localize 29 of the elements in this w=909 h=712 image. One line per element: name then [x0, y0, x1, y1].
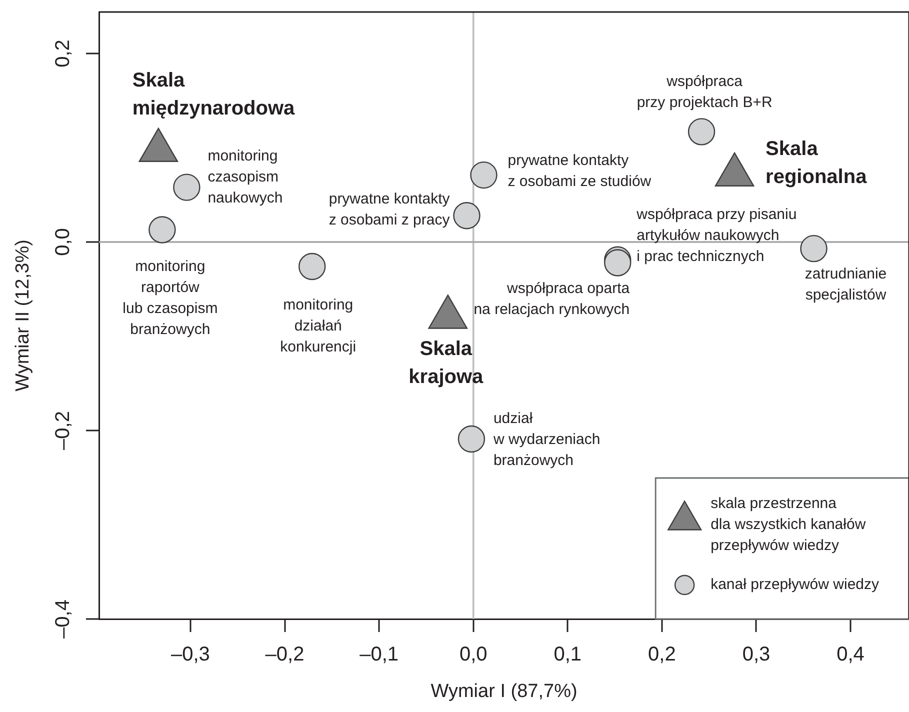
legend-label: kanał przepływów wiedzy — [710, 576, 880, 594]
y-tick-label: –0,2 — [52, 411, 74, 450]
y-tick-label: 0,2 — [52, 40, 74, 68]
annotation: monitoring czasopism naukowych — [208, 147, 283, 206]
x-tick-label: 0,3 — [742, 644, 770, 666]
annotation: zatrudnianie specjalistów — [804, 266, 887, 304]
x-tick-label: –0,3 — [171, 644, 210, 666]
x-tick-label: 0,1 — [554, 644, 582, 666]
y-tick-label: 0,0 — [52, 228, 74, 256]
x-tick-label: 0,4 — [836, 644, 864, 666]
annotation: udział w wydarzeniach branżowych — [492, 410, 600, 470]
y-tick-label: –0,4 — [52, 600, 74, 638]
y-axis-title: Wymiar II (12,3%) — [12, 240, 34, 392]
annotation: Skala międzynarodowa — [132, 69, 296, 120]
annotation: Skala krajowa — [408, 338, 484, 388]
x-tick-label: –0,1 — [360, 644, 399, 666]
annotation: współpraca przy projektach B+R — [636, 72, 772, 111]
x-axis-title: Wymiar I (87,7%) — [430, 680, 578, 702]
annotation: prywatne kontakty z osobami z pracy — [328, 190, 450, 229]
annotation: monitoring działań konkurencji — [280, 296, 356, 356]
x-tick-label: 0,0 — [459, 644, 488, 666]
x-tick-label: –0,2 — [265, 644, 304, 666]
annotation: monitoring raportów lub czasopism branżowych — [122, 258, 218, 338]
annotation: współpraca oparta na relacjach rynkowych — [474, 280, 630, 318]
annotation: prywatne kontakty z osobami ze studiów — [508, 152, 652, 190]
annotation: współpraca przy pisaniu artykułów naukowych i prac technicznych — [636, 206, 797, 266]
x-tick-label: 0,2 — [648, 644, 676, 666]
annotation: Skala regionalna — [766, 138, 868, 188]
legend-label: skala przestrzenna dla wszystkich kanałów przepływów wiedzy — [710, 495, 866, 554]
